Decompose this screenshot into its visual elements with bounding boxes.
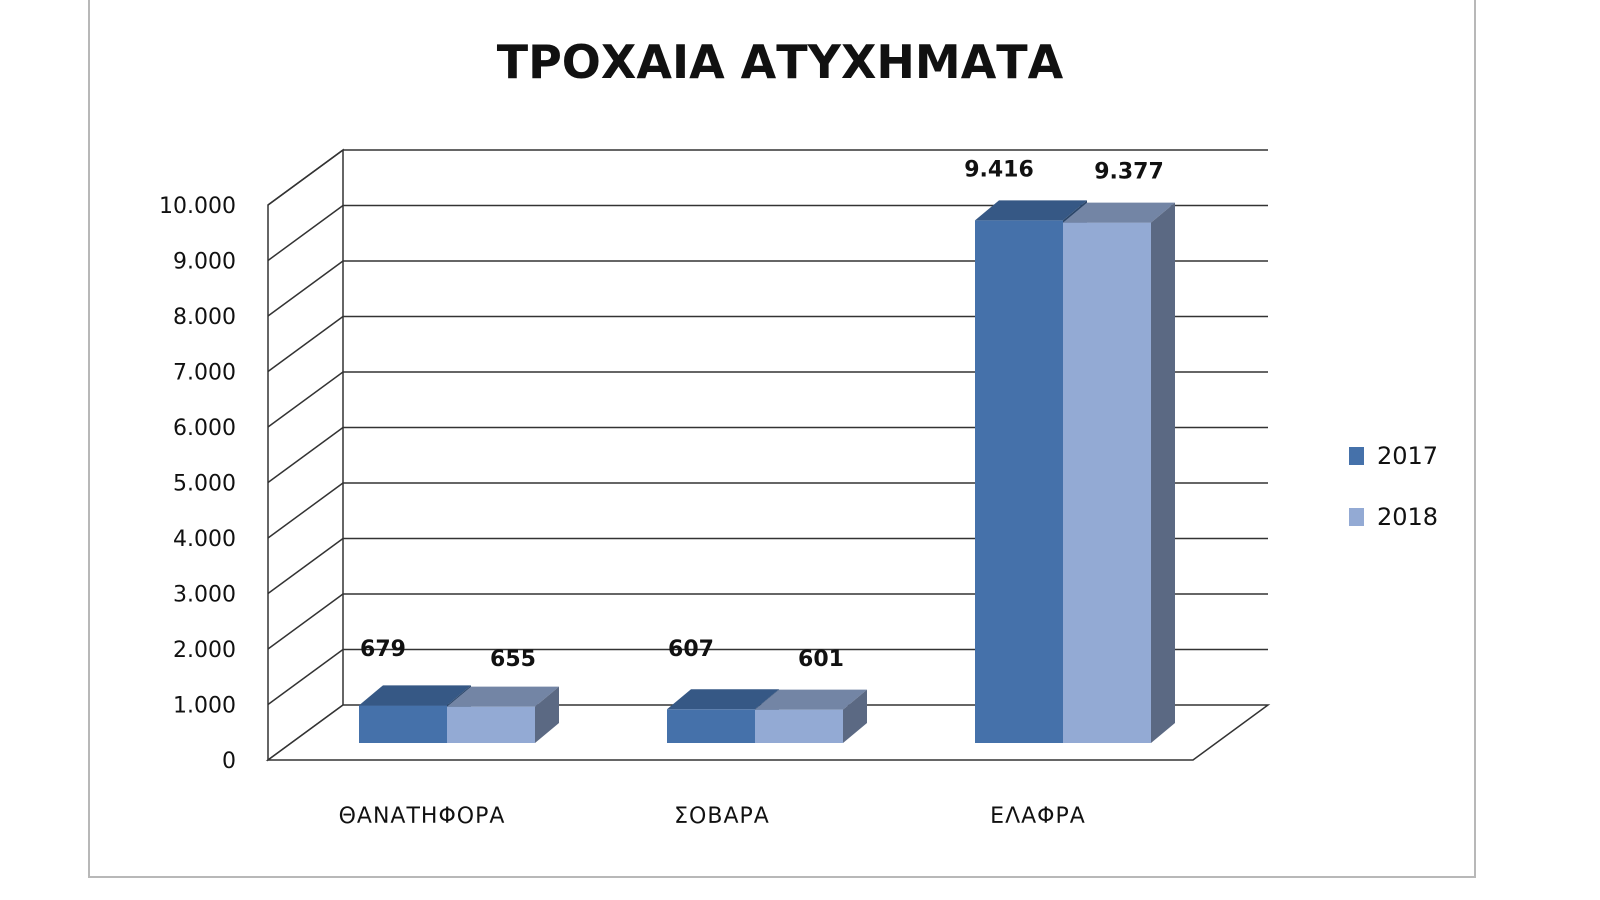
x-category-label: ΕΛΑΦΡΑ bbox=[990, 804, 1086, 829]
y-tick-label: 9.000 bbox=[173, 250, 236, 275]
gridline-side bbox=[267, 149, 344, 206]
data-label: 601 bbox=[798, 647, 844, 672]
gridline-side bbox=[267, 482, 344, 539]
y-tick-label: 3.000 bbox=[173, 583, 236, 608]
gridline-side bbox=[267, 426, 344, 484]
y-tick-label: 4.000 bbox=[173, 527, 236, 552]
bars bbox=[359, 200, 1175, 744]
data-label: 9.416 bbox=[964, 157, 1034, 182]
y-tick-label: 6.000 bbox=[173, 416, 236, 441]
bar-top bbox=[359, 685, 471, 706]
legend-swatch bbox=[1349, 447, 1364, 465]
bar-top bbox=[755, 689, 867, 710]
bar-front bbox=[359, 705, 447, 743]
gridline-side bbox=[267, 537, 344, 595]
y-axis-ticks: 0 1.000 2.000 3.000 4.000 5.000 6.000 7.000 8.00… bbox=[159, 194, 236, 774]
bar-top bbox=[667, 689, 779, 710]
data-label: 655 bbox=[490, 647, 536, 672]
gridline-side bbox=[267, 204, 344, 262]
y-tick-label: 7.000 bbox=[173, 361, 236, 386]
bar-top bbox=[1063, 202, 1175, 223]
legend-label: 2017 bbox=[1377, 442, 1438, 470]
gridline-side bbox=[267, 260, 344, 317]
bar-front bbox=[975, 220, 1063, 744]
data-label: 9.377 bbox=[1094, 160, 1164, 185]
y-tick-label: 5.000 bbox=[173, 472, 236, 497]
x-category-label: ΣΟΒΑΡΑ bbox=[674, 804, 770, 829]
bar-front bbox=[667, 709, 755, 743]
gridline-side bbox=[267, 593, 344, 650]
x-category-label: ΘΑΝΑΤΗΦΟΡΑ bbox=[339, 804, 506, 829]
data-labels: 679 655 607 601 9.416 9.377 bbox=[360, 157, 1164, 672]
bar-front bbox=[755, 709, 843, 743]
legend-swatch bbox=[1349, 508, 1364, 526]
bar-top bbox=[975, 200, 1087, 221]
gridline-side bbox=[267, 648, 344, 706]
y-tick-label: 10.000 bbox=[159, 194, 236, 219]
gridline-side bbox=[267, 315, 344, 373]
y-tick-label: 8.000 bbox=[173, 305, 236, 330]
y-tick-label: 1.000 bbox=[173, 694, 236, 719]
legend: 2017 2018 bbox=[1349, 442, 1438, 531]
bar-front bbox=[447, 706, 535, 743]
bar-side bbox=[1151, 202, 1175, 743]
bar-side bbox=[843, 689, 867, 743]
bar-front bbox=[1063, 222, 1151, 743]
bar-top bbox=[447, 686, 559, 707]
bar-side bbox=[535, 686, 559, 743]
chart-title: ΤΡΟΧΑΙΑ ΑΤΥΧΗΜΑΤΑ bbox=[497, 35, 1064, 89]
x-axis-categories: ΘΑΝΑΤΗΦΟΡΑ ΣΟΒΑΡΑ ΕΛΑΦΡΑ bbox=[339, 804, 1086, 829]
data-label: 607 bbox=[668, 637, 714, 662]
gridline-side bbox=[267, 371, 344, 428]
y-tick-label: 0 bbox=[222, 749, 236, 774]
data-label: 679 bbox=[360, 637, 406, 662]
y-tick-label: 2.000 bbox=[173, 638, 236, 663]
legend-label: 2018 bbox=[1377, 503, 1438, 531]
